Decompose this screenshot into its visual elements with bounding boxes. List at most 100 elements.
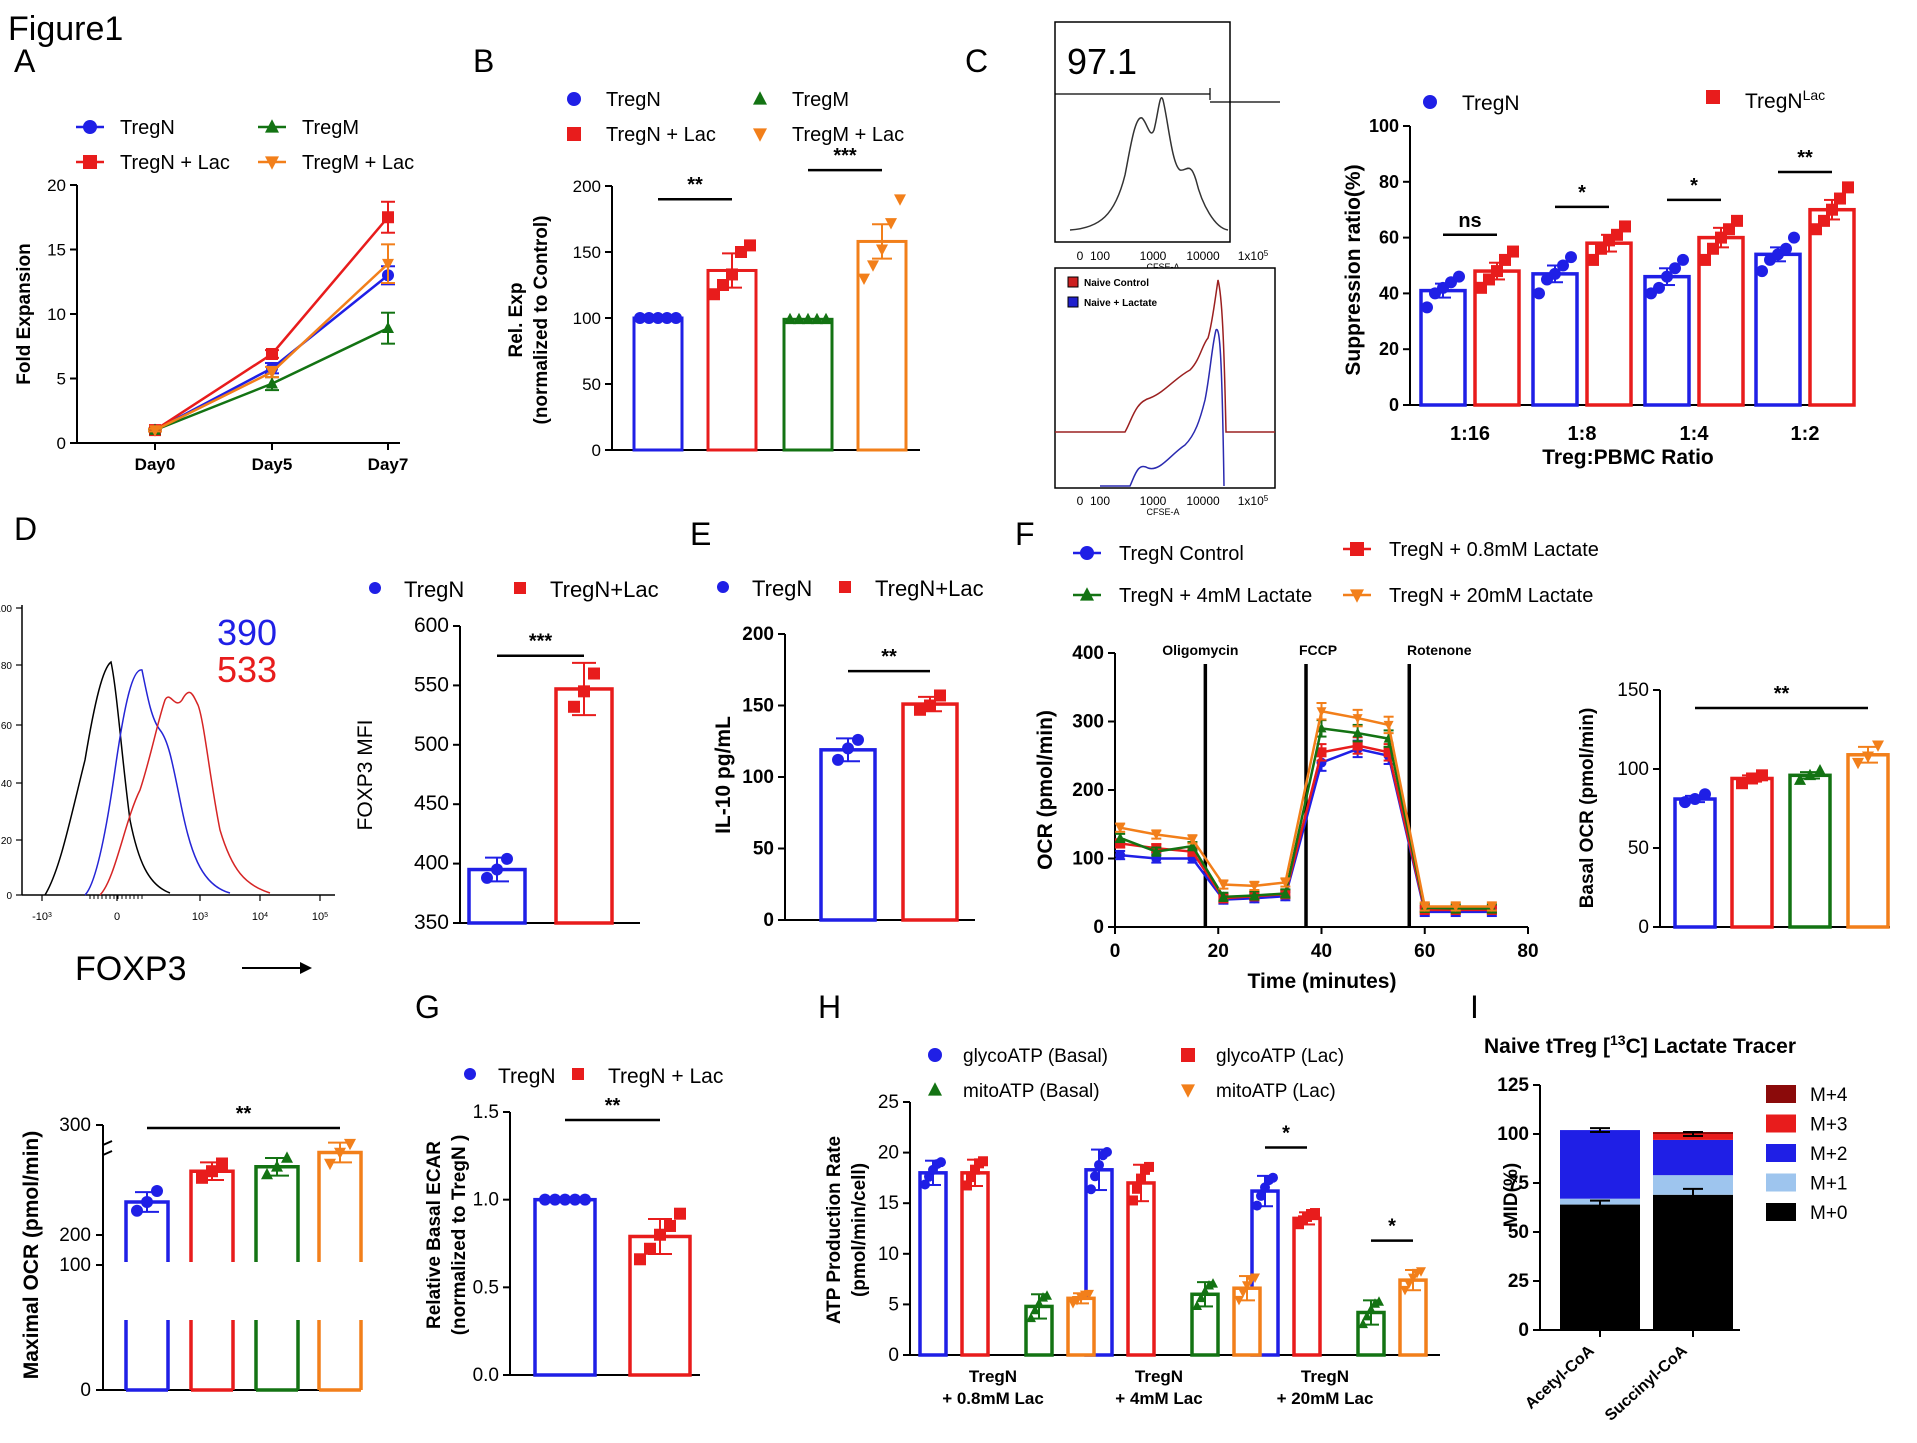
- legend-label: Naive + Lactate: [1084, 298, 1158, 309]
- x-tick-label: + 20mM Lac: [1277, 1389, 1374, 1408]
- y-tick-label: 100: [1497, 1124, 1529, 1145]
- legend-label: TregN + Lac: [608, 1065, 723, 1088]
- data-point: [1316, 747, 1327, 758]
- data-point: [842, 742, 854, 755]
- significance-label: *: [1388, 1216, 1396, 1238]
- data-point: [1736, 777, 1748, 790]
- data-point: [1128, 1195, 1138, 1206]
- data-point: [1507, 245, 1519, 258]
- legend-marker: [928, 1082, 942, 1096]
- x-tick-label: 10000: [1186, 494, 1220, 508]
- legend-label: TregN+Lac: [550, 577, 659, 602]
- data-point: [643, 312, 655, 324]
- y-tick-label: 20: [878, 1143, 899, 1164]
- data-point: [1499, 253, 1511, 266]
- data-point: [674, 1207, 686, 1220]
- legend-marker: [1423, 95, 1437, 109]
- bar-lower: [254, 1320, 300, 1392]
- data-point: [1218, 880, 1229, 891]
- data-point: [1136, 1173, 1146, 1184]
- data-point: [1034, 1298, 1044, 1308]
- legend-label: mitoATP (Lac): [1216, 1081, 1336, 1102]
- y-tick-label: 450: [414, 792, 449, 815]
- data-point: [858, 273, 870, 285]
- data-point: [344, 1138, 356, 1151]
- x-axis-label: CFSE-A: [1146, 507, 1179, 517]
- y-tick-label: 0: [57, 434, 66, 453]
- bar: [1846, 753, 1890, 929]
- x-tick-label: 40: [1311, 941, 1332, 962]
- legend-marker: [265, 156, 279, 170]
- data-point: [1192, 1300, 1202, 1310]
- x-tick-label: 1:16: [1450, 423, 1490, 445]
- legend-marker: [1181, 1084, 1195, 1098]
- series-line: [154, 262, 389, 432]
- y-tick-label: 5: [888, 1294, 899, 1315]
- data-point: [1115, 823, 1126, 834]
- data-point: [664, 1219, 676, 1232]
- data-point: [1358, 1318, 1368, 1329]
- data-point: [1453, 270, 1465, 283]
- x-tick-label: Succinyl-CoA: [1602, 1342, 1691, 1425]
- y-tick-label: 400: [1072, 643, 1104, 664]
- data-point: [1249, 889, 1260, 900]
- data-point: [382, 211, 394, 224]
- x-tick-label: 0: [1110, 941, 1121, 962]
- legend-label: M+1: [1810, 1174, 1848, 1195]
- data-point: [266, 347, 278, 360]
- x-tick-label: 20: [1208, 941, 1229, 962]
- y-tick-label: 300: [59, 1115, 91, 1136]
- x-tick-label: Acetyl-CoA: [1522, 1342, 1598, 1413]
- y-axis-label: (pmol/min/cell): [849, 1163, 870, 1297]
- legend-marker: [1766, 1173, 1796, 1192]
- data-point: [1707, 242, 1719, 255]
- data-point: [1234, 1295, 1244, 1306]
- data-point: [811, 312, 823, 325]
- x-axis-label: CFSE-A: [1146, 262, 1179, 272]
- data-point: [1842, 181, 1854, 194]
- legend-label: TregM + Lac: [792, 124, 904, 146]
- data-point: [966, 1172, 976, 1183]
- histogram-trace: [1069, 97, 1229, 231]
- data-point: [1421, 301, 1433, 314]
- legend-label: Naive Control: [1084, 278, 1149, 289]
- data-point: [1677, 253, 1689, 266]
- data-point: [1030, 1304, 1040, 1315]
- data-point: [1250, 1273, 1260, 1284]
- bar-lower: [189, 1320, 235, 1392]
- data-point: [1352, 740, 1363, 751]
- legend-marker: [265, 119, 279, 133]
- y-tick-label: 100: [1369, 116, 1399, 136]
- data-point: [784, 312, 796, 325]
- legend-marker: [567, 127, 581, 141]
- data-point: [1756, 769, 1768, 782]
- y-tick-label: 0: [1638, 917, 1649, 938]
- data-point: [1187, 835, 1198, 845]
- data-point: [920, 1179, 930, 1190]
- legend-label: TregN: [752, 576, 812, 601]
- data-point: [281, 1151, 293, 1163]
- panel-label-e: E: [690, 516, 711, 552]
- y-tick-label: 200: [59, 1225, 91, 1246]
- data-point: [1042, 1290, 1052, 1300]
- data-point: [1132, 1183, 1142, 1194]
- bar: [1066, 1296, 1096, 1357]
- data-point: [1094, 1159, 1104, 1170]
- data-point: [1852, 757, 1864, 770]
- data-point: [670, 312, 682, 324]
- y-tick-label: 300: [1072, 712, 1104, 733]
- y-tick-label: 125: [1497, 1075, 1529, 1096]
- legend-label: glycoATP (Lac): [1216, 1046, 1344, 1067]
- y-axis-label: MID(%): [1501, 1163, 1522, 1227]
- significance-label: **: [1774, 683, 1790, 705]
- y-tick-label: 60: [1, 721, 13, 732]
- bar: [1292, 1216, 1322, 1357]
- data-point: [894, 194, 906, 206]
- legend-marker: [1766, 1114, 1796, 1133]
- data-point: [568, 700, 580, 713]
- data-point: [936, 1157, 946, 1168]
- y-tick-label: 100: [0, 604, 12, 615]
- y-tick-label: 0: [1389, 395, 1399, 415]
- mfi-value-tregn-lac: 533: [217, 649, 277, 690]
